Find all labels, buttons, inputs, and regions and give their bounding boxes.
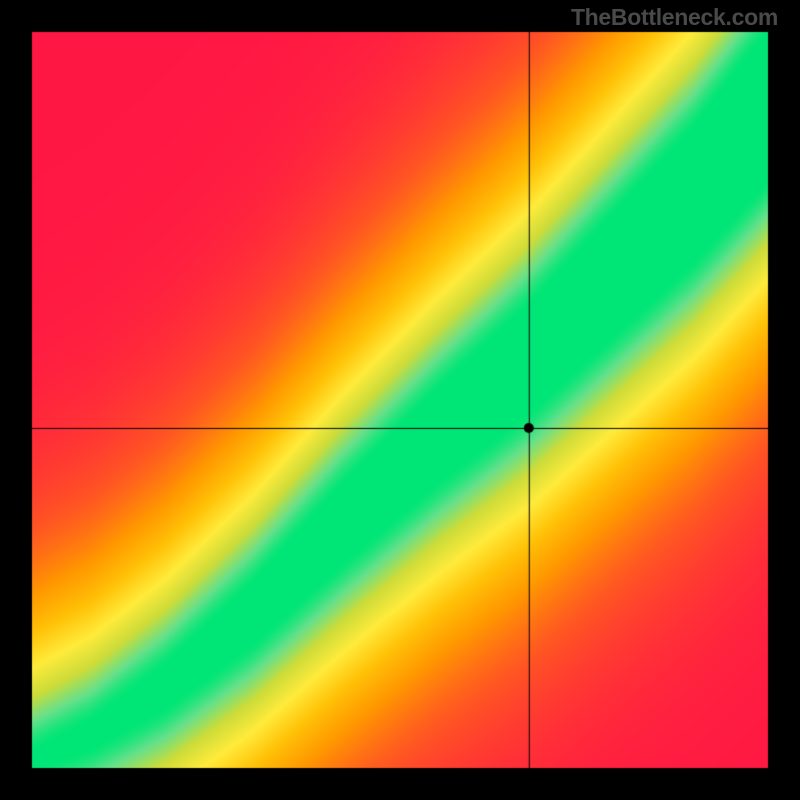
bottleneck-heatmap [0, 0, 800, 800]
chart-container: TheBottleneck.com [0, 0, 800, 800]
watermark-text: TheBottleneck.com [571, 4, 778, 31]
